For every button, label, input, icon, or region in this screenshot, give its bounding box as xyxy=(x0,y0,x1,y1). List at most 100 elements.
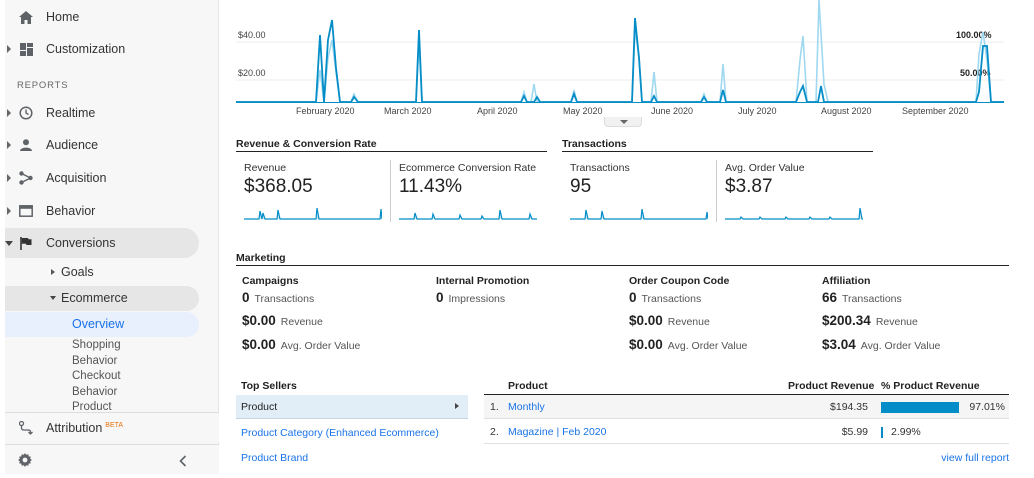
section-title-revenue: Revenue & Conversion Rate xyxy=(236,138,377,150)
collapse-sidebar-icon[interactable] xyxy=(179,454,187,472)
dashboard-icon xyxy=(18,41,34,57)
sidebar-item-label: Audience xyxy=(46,138,99,152)
chevron-right-icon xyxy=(51,269,55,275)
x-axis-label: August 2020 xyxy=(821,106,872,116)
product-link[interactable]: Magazine | Feb 2020 xyxy=(508,426,607,438)
sidebar-item-label: Attribution xyxy=(46,420,103,435)
sidebar-item-acquisition[interactable]: Acquisition xyxy=(5,163,219,193)
section-title-transactions: Transactions xyxy=(562,138,627,150)
sparkline xyxy=(570,208,708,220)
sidebar-item-label: Acquisition xyxy=(46,171,107,185)
sparkline xyxy=(244,208,382,220)
metric-card-conversion-rate[interactable]: Ecommerce Conversion Rate 11.43% xyxy=(391,160,547,232)
chevron-right-icon xyxy=(7,141,11,149)
sidebar-item-conversions[interactable]: Conversions xyxy=(5,228,199,258)
sidebar-item-realtime[interactable]: Realtime xyxy=(5,98,219,128)
divider xyxy=(236,151,547,152)
chevron-right-icon xyxy=(7,174,11,182)
marketing-campaigns-aov: $0.00 Avg. Order Value xyxy=(242,337,361,352)
sidebar-item-label: Realtime xyxy=(46,106,96,120)
sidebar-item-goals[interactable]: Goals xyxy=(51,260,94,284)
top-sellers-product-brand-link[interactable]: Product Brand xyxy=(241,452,309,464)
sidebar-item-overview[interactable]: Overview xyxy=(5,312,199,337)
sidebar-item-label: Home xyxy=(46,10,80,24)
column-header-pct-product-revenue[interactable]: % Product Revenue xyxy=(881,380,980,392)
marketing-campaigns-title: Campaigns xyxy=(242,275,299,287)
divider xyxy=(716,160,717,222)
product-revenue-value: $5.99 xyxy=(841,426,868,438)
sparkline xyxy=(399,209,537,220)
sidebar-item-attribution[interactable]: Attribution BETA xyxy=(5,412,219,442)
x-axis-label: May 2020 xyxy=(563,106,603,116)
revenue-share-bar xyxy=(881,402,959,413)
sidebar-item-shopping-behavior[interactable]: Shopping Behavior xyxy=(72,339,121,367)
divider xyxy=(562,151,873,152)
sidebar-item-home[interactable]: Home xyxy=(5,2,219,32)
x-axis-label: March 2020 xyxy=(384,106,432,116)
x-axis-label: February 2020 xyxy=(296,106,355,116)
divider xyxy=(236,265,1009,266)
x-axis-label: June 2020 xyxy=(651,106,694,116)
acquisition-icon xyxy=(18,170,34,186)
clock-icon xyxy=(18,105,34,121)
x-axis-label: April 2020 xyxy=(477,106,518,116)
marketing-coupon-title: Order Coupon Code xyxy=(629,275,730,287)
gear-icon[interactable] xyxy=(18,453,32,472)
sidebar-item-label: Conversions xyxy=(46,236,116,250)
metric-value: 95 xyxy=(570,176,592,197)
marketing-coupon-revenue: $0.00 Revenue xyxy=(629,313,710,328)
sparkline xyxy=(725,208,863,220)
sidebar-item-customization[interactable]: Customization xyxy=(5,34,219,64)
metric-card-transactions[interactable]: Transactions 95 xyxy=(562,160,712,232)
metric-card-avg-order-value[interactable]: Avg. Order Value $3.87 xyxy=(717,160,873,232)
chevron-right-icon xyxy=(7,207,11,215)
metric-value: $368.05 xyxy=(244,176,313,197)
sidebar-item-behavior[interactable]: Behavior xyxy=(5,196,219,226)
sidebar: Home Customization REPORTS Realtime Audi… xyxy=(5,0,219,474)
sidebar-item-label: Behavior xyxy=(46,204,96,218)
sidebar-footer xyxy=(5,444,219,474)
sidebar-item-checkout-behavior[interactable]: Checkout Behavior xyxy=(72,370,121,398)
view-full-report-link[interactable]: view full report xyxy=(941,452,1009,464)
revenue-timeline-chart[interactable] xyxy=(236,0,1004,110)
flag-icon xyxy=(18,235,34,251)
revenue-share-value: 2.99% xyxy=(891,426,921,438)
metric-card-revenue[interactable]: Revenue $368.05 xyxy=(236,160,386,232)
sidebar-item-label: Goals xyxy=(61,265,94,279)
marketing-affiliation-title: Affiliation xyxy=(822,275,871,287)
chart-collapse-toggle[interactable] xyxy=(604,117,642,127)
chevron-right-icon xyxy=(7,109,11,117)
x-axis-label: July 2020 xyxy=(738,106,777,116)
top-sellers-product-category-link[interactable]: Product Category (Enhanced Ecommerce) xyxy=(241,427,439,439)
marketing-internal-promotion-impressions: 0 Impressions xyxy=(436,290,506,305)
row-number: 2. xyxy=(490,426,499,438)
chevron-down-icon xyxy=(620,120,628,124)
divider xyxy=(484,394,1009,395)
x-axis-label: September 2020 xyxy=(902,106,969,116)
chevron-down-icon xyxy=(5,240,13,246)
revenue-share-bar xyxy=(881,427,883,438)
metric-value: $3.87 xyxy=(725,176,773,197)
column-header-product-revenue[interactable]: Product Revenue xyxy=(788,380,875,392)
marketing-affiliation-transactions: 66 Transactions xyxy=(822,290,902,305)
right-axis-label: 50.00% xyxy=(960,68,991,78)
sidebar-item-ecommerce[interactable]: Ecommerce xyxy=(5,286,199,311)
beta-badge: BETA xyxy=(105,421,124,429)
sidebar-item-label: Overview xyxy=(72,317,125,331)
top-sellers-product-tab[interactable]: Product xyxy=(236,395,468,419)
chevron-right-icon xyxy=(7,45,11,53)
product-link[interactable]: Monthly xyxy=(508,401,545,413)
column-header-product[interactable]: Product xyxy=(508,380,548,392)
table-row: 1. Monthly $194.35 97.01% xyxy=(484,395,1009,419)
right-axis-label: 100.00% xyxy=(956,30,992,40)
sidebar-item-product-performance[interactable]: Product xyxy=(72,401,112,411)
sidebar-item-audience[interactable]: Audience xyxy=(5,130,219,160)
home-icon xyxy=(18,9,34,25)
y-axis-label: $20.00 xyxy=(238,68,266,78)
marketing-affiliation-revenue: $200.34 Revenue xyxy=(822,313,918,328)
metric-label: Avg. Order Value xyxy=(725,162,805,174)
metric-value: 11.43% xyxy=(399,176,463,197)
chevron-right-icon xyxy=(455,403,459,409)
table-row: 2. Magazine | Feb 2020 $5.99 2.99% xyxy=(484,420,1009,444)
row-number: 1. xyxy=(490,401,499,413)
